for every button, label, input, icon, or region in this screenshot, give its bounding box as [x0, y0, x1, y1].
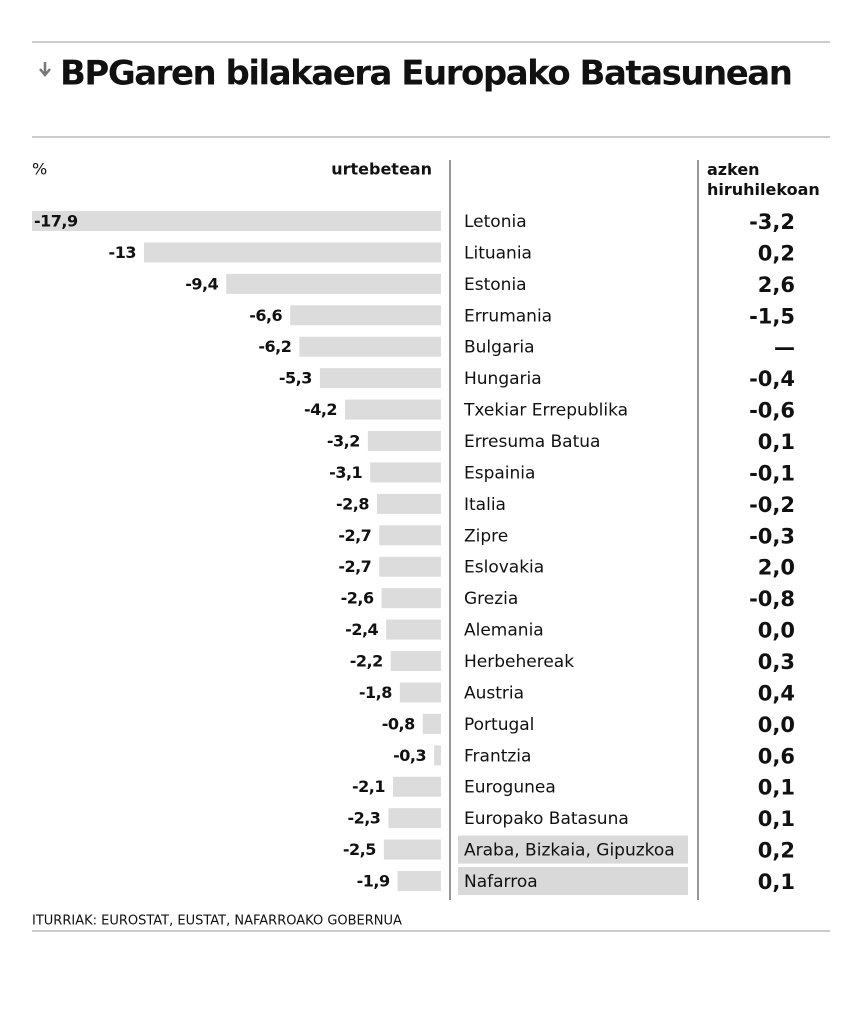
value-label: -2,5: [343, 840, 376, 859]
rows: -17,9 Letonia -3,2 -13 Lituania 0,2 -9,4 Estoni…: [32, 210, 795, 896]
quarter-value: 0,3: [758, 650, 795, 674]
value-label: -1,9: [357, 872, 390, 891]
bar: [345, 399, 441, 420]
series-header: urtebetean: [331, 160, 432, 179]
bar: [379, 525, 441, 546]
quarter-value: -0,6: [749, 399, 795, 423]
value-label: -6,6: [249, 306, 282, 325]
bar: [367, 431, 441, 452]
quarter-value: -1,5: [749, 304, 795, 328]
bar: [399, 682, 441, 703]
value-label: -2,6: [341, 589, 374, 608]
value-label: -0,3: [393, 746, 426, 765]
category-label: Zipre: [464, 526, 508, 546]
quarter-value: 2,0: [758, 556, 795, 580]
value-label: -17,9: [34, 212, 78, 231]
value-label: -0,8: [382, 714, 415, 733]
bar: [388, 808, 441, 829]
bar: [377, 493, 441, 514]
bar: [290, 305, 441, 326]
bar: [32, 211, 441, 231]
quarter-value: —: [774, 336, 795, 360]
value-label: -2,7: [338, 557, 371, 576]
quarter-value: -0,4: [749, 367, 795, 391]
quarter-value: -0,1: [749, 461, 795, 485]
category-label: Lituania: [464, 243, 532, 263]
quarter-value: 0,2: [758, 241, 795, 265]
highlight: [458, 835, 688, 864]
value-label: -2,2: [350, 652, 383, 671]
quarter-value: 0,1: [758, 870, 795, 894]
category-label: Errumania: [464, 306, 552, 326]
value-label: -2,3: [347, 809, 380, 828]
value-label: -13: [109, 243, 136, 262]
bar: [319, 368, 441, 389]
value-label: -5,3: [279, 369, 312, 388]
unit-label: %: [32, 160, 47, 179]
value-label: -1,8: [359, 683, 392, 702]
bar: [381, 588, 441, 609]
quarter-value: -3,2: [749, 210, 795, 234]
value-label: -6,2: [258, 337, 291, 356]
bar: [226, 273, 441, 294]
category-label: Hungaria: [464, 369, 542, 389]
value-label: -2,7: [338, 526, 371, 545]
category-label: Txekiar Errepublika: [463, 401, 628, 421]
quarter-value: 2,6: [758, 273, 795, 297]
bar: [143, 242, 442, 263]
bar: [390, 651, 441, 672]
category-label: Erresuma Batua: [464, 432, 600, 452]
value-label: -3,1: [329, 463, 362, 482]
bar: [422, 713, 441, 734]
quarter-value: 0,4: [758, 681, 795, 705]
category-label: Frantzia: [464, 746, 531, 766]
value-label: -2,1: [352, 777, 385, 796]
bar: [386, 619, 441, 640]
category-label: Estonia: [464, 275, 527, 295]
category-label: Eslovakia: [464, 558, 544, 578]
bar: [393, 776, 441, 797]
quarter-value: 0,0: [758, 619, 795, 643]
category-label: Araba, Bizkaia, Gipuzkoa: [464, 841, 675, 861]
series-header: azken hiruhilekoan: [707, 160, 820, 199]
bar: [397, 871, 441, 892]
value-label: -4,2: [304, 400, 337, 419]
category-label: Letonia: [464, 212, 527, 232]
category-label: Bulgaria: [464, 338, 535, 358]
quarter-value: 0,6: [758, 744, 795, 768]
quarter-value: -0,8: [749, 587, 795, 611]
category-label: Grezia: [464, 589, 518, 609]
category-label: Nafarroa: [464, 872, 538, 892]
highlight: [458, 867, 688, 896]
category-label: Austria: [464, 683, 524, 703]
value-label: -2,8: [336, 494, 369, 513]
category-label: Espainia: [464, 463, 535, 483]
value-label: -9,4: [185, 274, 218, 293]
category-label: Italia: [464, 495, 506, 515]
quarter-value: -0,2: [749, 493, 795, 517]
category-label: Eurogunea: [464, 778, 556, 798]
quarter-value: 0,0: [758, 713, 795, 737]
chart-title: BPGaren bilakaera Europako Batasunean: [60, 54, 791, 94]
bar: [370, 462, 441, 483]
quarter-value: 0,1: [758, 807, 795, 831]
quarter-value: 0,2: [758, 839, 795, 863]
quarter-value: 0,1: [758, 776, 795, 800]
quarter-value: -0,3: [749, 524, 795, 548]
category-label: Herbehereak: [464, 652, 574, 672]
category-label: Portugal: [464, 715, 534, 735]
value-label: -3,2: [327, 432, 360, 451]
bar: [299, 336, 441, 357]
source: ITURRIAK: EUROSTAT, EUSTAT, NAFARROAKO G…: [32, 914, 402, 929]
category-label: Europako Batasuna: [464, 809, 629, 829]
bar: [379, 556, 441, 577]
bar: [434, 745, 441, 766]
category-label: Alemania: [464, 621, 544, 641]
arrow-icon: [39, 62, 51, 77]
value-label: -2,4: [345, 620, 378, 639]
quarter-value: 0,1: [758, 430, 795, 454]
bar: [383, 839, 441, 860]
